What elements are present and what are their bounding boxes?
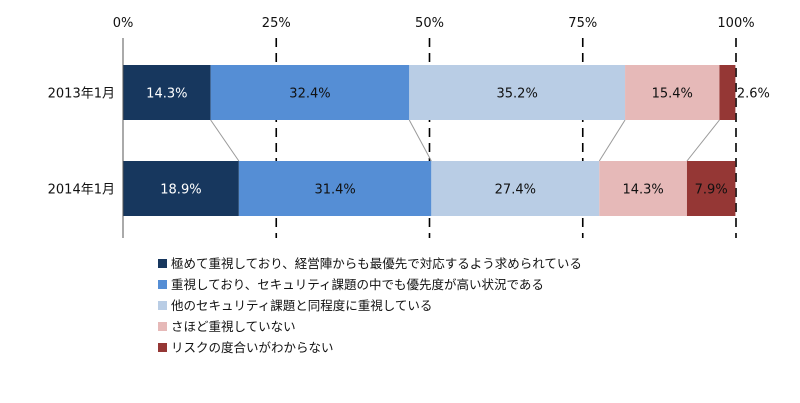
bar-segment [123, 65, 211, 120]
data-label: 31.4% [314, 183, 355, 198]
legend-swatch [158, 301, 167, 310]
bar-segment [409, 65, 626, 120]
category-label: 2014年1月 [48, 183, 115, 198]
data-label: 27.4% [495, 183, 536, 198]
legend-label: 重視しており、セキュリティ課題の中でも優先度が高い状況である [171, 277, 544, 292]
bar-segment [599, 161, 687, 216]
connector-line [686, 119, 720, 162]
category-label: 2013年1月 [48, 87, 115, 102]
data-label: 32.4% [289, 87, 330, 102]
connector-line [598, 119, 626, 162]
legend-swatch [158, 259, 167, 268]
bar-segment [123, 161, 239, 216]
bar-segment [625, 65, 720, 120]
data-label: 35.2% [497, 87, 538, 102]
data-label: 15.4% [652, 87, 693, 102]
connector-line [210, 119, 240, 162]
bar-segment [686, 161, 736, 216]
x-tick-label: 100% [717, 16, 754, 31]
bar-segment [210, 65, 410, 120]
bar-segment [238, 161, 432, 216]
legend-label: さほど重視していない [171, 319, 296, 334]
legend-swatch [158, 322, 167, 331]
data-label: 2.6% [737, 87, 770, 102]
data-label: 14.3% [622, 183, 663, 198]
category-labels: 2013年1月 2014年1月 [48, 87, 115, 198]
bars [123, 65, 736, 216]
legend-swatch [158, 343, 167, 352]
x-tick-label: 50% [415, 16, 444, 31]
legend-label: リスクの度合いがわからない [171, 340, 334, 355]
x-tick-label: 25% [262, 16, 291, 31]
data-label: 14.3% [146, 87, 187, 102]
legend-label: 極めて重視しており、経営陣からも最優先で対応するよう求められている [171, 256, 582, 271]
bar-segment [719, 65, 736, 120]
legend: 極めて重視しており、経営陣からも最優先で対応するよう求められている重視しており、… [158, 256, 582, 355]
data-label: 7.9% [695, 183, 728, 198]
data-label: 18.9% [160, 183, 201, 198]
segment-connectors [210, 119, 720, 162]
data-labels: 14.3% 32.4% 35.2% 15.4% 2.6% 18.9% 31.4% 27.4% 1… [146, 87, 770, 198]
bar-segment [431, 161, 600, 216]
legend-swatch [158, 280, 167, 289]
x-tick-label: 0% [113, 16, 134, 31]
connector-line [408, 119, 432, 162]
x-tick-label: 75% [568, 16, 597, 31]
legend-label: 他のセキュリティ課題と同程度に重視している [171, 298, 432, 313]
x-axis-ticks: 0% 25% 50% 75% 100% [113, 16, 755, 31]
